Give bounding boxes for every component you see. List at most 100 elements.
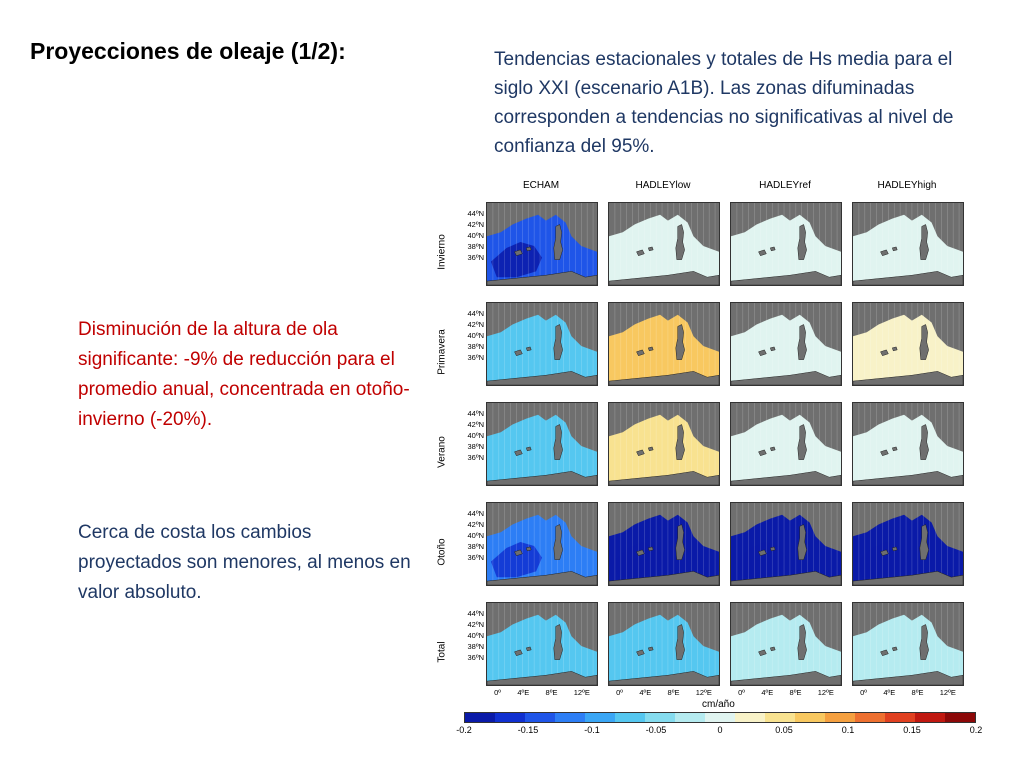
north-africa-land xyxy=(853,271,963,285)
latitude-tick: 42ºN xyxy=(467,320,485,329)
column-header: HADLEYref xyxy=(759,180,811,191)
latitude-tick: 38ºN xyxy=(467,342,485,351)
longitude-tick: 12ºE xyxy=(573,688,590,697)
map-panel xyxy=(608,402,720,486)
sea-trend-area xyxy=(731,214,841,285)
balearic-islands-land xyxy=(514,346,532,357)
latitude-tick: 42ºN xyxy=(467,520,485,529)
map-panel xyxy=(852,602,964,686)
body-text: Cerca de costa los cambios proyectados s… xyxy=(78,522,411,603)
balearic-islands-land xyxy=(880,446,898,457)
sardinia-corsica-land xyxy=(675,624,685,660)
highlight-text: Disminución de la altura de ola signific… xyxy=(78,319,410,430)
map-panel xyxy=(730,402,842,486)
north-africa-land xyxy=(731,671,841,685)
column-header: HADLEYlow xyxy=(635,180,691,191)
longitude-tick: 0º xyxy=(860,688,868,697)
longitude-axis: 0º 4ºE 8ºE 12ºE xyxy=(852,688,964,697)
row-label-text: Otoño xyxy=(436,538,448,566)
latitude-tick: 40ºN xyxy=(467,531,485,540)
longitude-axis: 0º 4ºE 8ºE 12ºE xyxy=(730,688,842,697)
sardinia-corsica-land xyxy=(797,424,807,460)
map-panel xyxy=(852,302,964,386)
map-panel xyxy=(486,202,598,286)
balearic-islands-land xyxy=(758,546,776,557)
colorbar-tick: 0.1 xyxy=(841,725,855,735)
longitude-tick: 0º xyxy=(616,688,624,697)
latitude-tick: 44ºN xyxy=(467,409,485,418)
latitude-tick: 36ºN xyxy=(467,453,485,462)
colorbar-tick: -0.1 xyxy=(584,725,600,735)
north-africa-land xyxy=(853,471,963,485)
latitude-tick: 42ºN xyxy=(467,620,485,629)
latitude-tick: 36ºN xyxy=(467,253,485,262)
row-label: Primavera xyxy=(432,302,452,402)
north-africa-land xyxy=(609,571,719,585)
colorbar-segment xyxy=(675,713,705,722)
colorbar-tick: 0.2 xyxy=(969,725,983,735)
sardinia-corsica-land xyxy=(553,224,563,260)
latitude-axis: 44ºN 42ºN 40ºN 38ºN 36ºN xyxy=(458,608,485,663)
balearic-islands-land xyxy=(880,546,898,557)
map-panel xyxy=(486,502,598,586)
colorbar-segment xyxy=(855,713,885,722)
strong-trend-zone xyxy=(734,542,786,578)
longitude-tick: 12ºE xyxy=(695,688,712,697)
longitude-tick: 0º xyxy=(494,688,502,697)
colorbar xyxy=(464,712,976,723)
colorbar-tick: 0.15 xyxy=(903,725,921,735)
colorbar-tick: -0.2 xyxy=(456,725,472,735)
sea-trend-area xyxy=(487,614,597,685)
colorbar-segment xyxy=(705,713,735,722)
north-africa-land xyxy=(853,371,963,385)
balearic-islands-land xyxy=(514,546,532,557)
column-header: HADLEYhigh xyxy=(877,180,937,191)
balearic-islands-land xyxy=(758,346,776,357)
sardinia-corsica-land xyxy=(919,524,929,560)
longitude-tick: 8ºE xyxy=(789,688,802,697)
strong-trend-zone xyxy=(490,542,542,578)
balearic-islands-land xyxy=(636,446,654,457)
balearic-islands-land xyxy=(514,446,532,457)
longitude-tick: 0º xyxy=(738,688,746,697)
balearic-islands-land xyxy=(880,646,898,657)
colorbar-segment xyxy=(585,713,615,722)
sea-trend-area xyxy=(609,614,719,685)
latitude-tick: 40ºN xyxy=(467,431,485,440)
sardinia-corsica-land xyxy=(919,224,929,260)
colorbar-segment xyxy=(795,713,825,722)
north-africa-land xyxy=(487,471,597,485)
sardinia-corsica-land xyxy=(675,424,685,460)
balearic-islands-land xyxy=(758,446,776,457)
slide-title: Proyecciones de oleaje (1/2): xyxy=(30,38,346,64)
latitude-tick: 40ºN xyxy=(467,231,485,240)
balearic-islands-land xyxy=(636,246,654,257)
sardinia-corsica-land xyxy=(675,324,685,360)
longitude-tick: 12ºE xyxy=(817,688,834,697)
latitude-tick: 44ºN xyxy=(467,509,485,518)
latitude-axis: 44ºN 42ºN 40ºN 38ºN 36ºN xyxy=(458,308,485,363)
strong-trend-zone xyxy=(612,542,664,578)
colorbar-segment xyxy=(825,713,855,722)
latitude-tick: 38ºN xyxy=(467,442,485,451)
colorbar-segment xyxy=(525,713,555,722)
sea-trend-area xyxy=(853,414,963,485)
latitude-tick: 42ºN xyxy=(467,420,485,429)
map-panel xyxy=(730,302,842,386)
sea-trend-area xyxy=(853,214,963,285)
latitude-axis: 44ºN 42ºN 40ºN 38ºN 36ºN xyxy=(458,408,485,463)
north-africa-land xyxy=(487,371,597,385)
map-panel xyxy=(486,602,598,686)
sea-trend-area xyxy=(731,314,841,385)
strong-trend-zone xyxy=(490,242,542,278)
latitude-tick: 42ºN xyxy=(467,220,485,229)
north-africa-land xyxy=(609,471,719,485)
row-label: Invierno xyxy=(432,202,452,302)
map-panel xyxy=(608,202,720,286)
colorbar-unit: cm/año xyxy=(702,699,735,710)
north-africa-land xyxy=(731,571,841,585)
map-panel xyxy=(852,202,964,286)
sea-trend-area xyxy=(853,314,963,385)
longitude-tick: 4ºE xyxy=(639,688,652,697)
sardinia-corsica-land xyxy=(675,224,685,260)
